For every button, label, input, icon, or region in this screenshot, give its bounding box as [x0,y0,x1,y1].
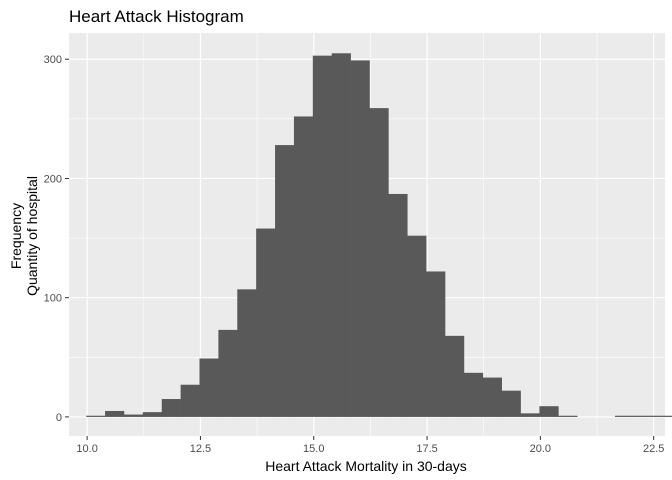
histogram-bar [199,358,219,417]
x-tick-label: 10.0 [76,443,97,455]
x-axis: 10.0 12.5 15.0 17.5 20.0 22.5 [76,436,664,455]
y-tick-label: 0 [56,412,62,424]
x-tick-label: 15.0 [303,443,324,455]
histogram-bar [312,55,333,417]
histogram-bar [633,415,654,417]
histogram-bar [614,415,635,417]
x-tick-label: 22.5 [643,443,664,455]
x-tick-label: 17.5 [416,443,437,455]
x-tick-label: 12.5 [190,443,211,455]
histogram-bar [558,415,578,417]
histogram-bar [331,53,351,417]
histogram-bar [426,271,446,417]
histogram-bar [218,329,238,417]
histogram-bar [180,384,200,417]
y-tick-label: 300 [44,54,62,66]
y-axis: 0 100 200 300 [44,54,69,424]
histogram-bar [123,414,144,417]
histogram-bar [463,372,484,417]
histogram-bar [142,412,163,417]
histogram-bar [237,289,257,417]
histogram-bar [501,390,521,417]
histogram-bar [105,410,125,417]
histogram-bar [445,335,465,417]
histogram-bar [161,399,181,417]
histogram-bar [350,60,370,417]
x-tick-label: 20.0 [530,443,551,455]
histogram-bar [293,116,314,417]
histogram-bar [539,406,559,417]
histogram-bars [86,53,672,417]
histogram-bar [482,377,502,417]
x-axis-title: Heart Attack Mortality in 30-days [265,458,467,474]
histogram-bar [256,228,276,417]
histogram-bar [86,415,106,417]
histogram-bar [520,413,540,417]
chart-title: Heart Attack Histogram [69,7,244,26]
histogram-bar [275,145,295,417]
histogram-bar [369,108,389,417]
histogram-bar [652,415,672,417]
y-tick-label: 100 [44,293,62,305]
y-axis-title-line-2: Quantity of hospital [24,176,40,296]
histogram-bar [388,193,408,417]
y-tick-label: 200 [44,173,62,185]
histogram-bar [407,235,427,417]
y-axis-title-line-1: Frequency [8,203,24,269]
